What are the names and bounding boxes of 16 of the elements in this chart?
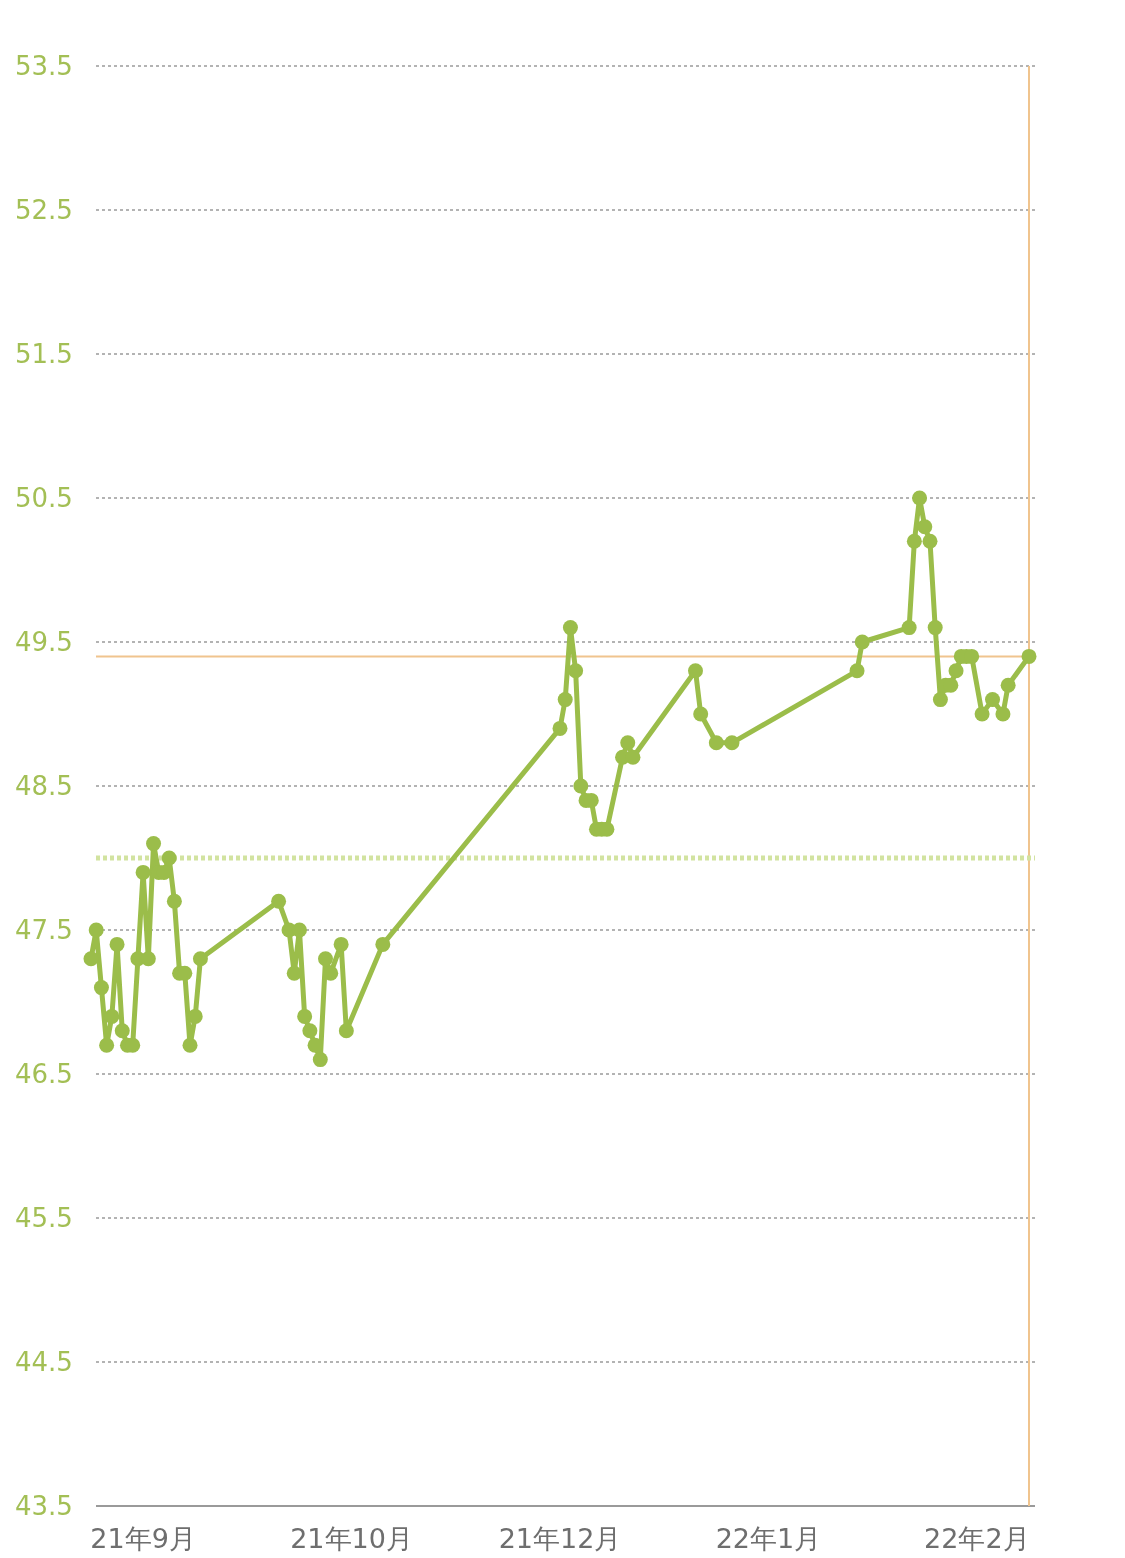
y-tick-label: 49.5 [15,627,73,657]
x-tick-label: 22年1月 [715,1523,822,1554]
y-tick-label: 48.5 [15,771,73,801]
y-tick-label: 46.5 [15,1059,73,1089]
y-tick-label: 43.5 [15,1491,73,1521]
y-tick-label: 44.5 [15,1347,73,1377]
x-tick-label: 21年9月 [90,1523,196,1554]
y-tick-label: 52.5 [15,195,73,225]
y-tick-label: 50.5 [15,483,73,513]
y-tick-label: 47.5 [15,915,73,945]
y-tick-label: 45.5 [15,1203,73,1233]
y-tick-label: 53.5 [15,51,73,81]
x-tick-label: 21年12月 [498,1523,622,1554]
y-tick-label: 51.5 [15,339,73,369]
x-tick-label: 21年10月 [290,1523,413,1554]
x-tick-label: 22年2月 [924,1523,1030,1554]
